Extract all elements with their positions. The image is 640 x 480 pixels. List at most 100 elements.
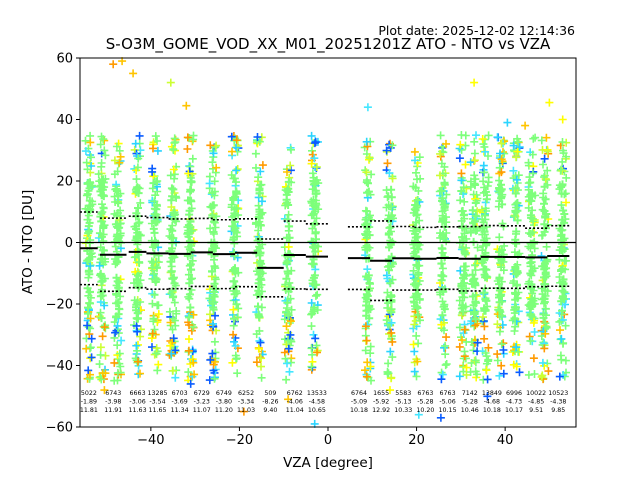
scatter-point-342	[133, 163, 142, 172]
scatter-point-1507	[438, 196, 446, 205]
scatter-point-1050	[312, 341, 321, 350]
scatter-point-700	[209, 319, 217, 328]
scatter-point-1414	[413, 304, 422, 312]
scatter-point-1896	[497, 311, 506, 320]
scatter-point-1631	[470, 171, 479, 180]
scatter-point-364	[135, 258, 144, 267]
scatter-point-2149	[541, 174, 550, 183]
scatter-point-656	[184, 221, 193, 230]
scatter-point-913	[254, 226, 263, 235]
scatter-point-1868	[493, 320, 502, 329]
scatter-point-1355	[410, 347, 419, 356]
scatter-point-2254	[558, 157, 567, 166]
scatter-point-539	[169, 146, 178, 154]
scatter-point-1460	[441, 361, 450, 370]
scatter-point-2012	[529, 354, 538, 363]
scatter-point-1800	[481, 187, 490, 196]
scatter-point-80	[84, 309, 92, 318]
bin-stat-std-3: 11.65	[148, 407, 166, 414]
scatter-point-393	[149, 172, 158, 181]
scatter-point-2051	[526, 336, 535, 345]
scatter-point-2282	[129, 69, 138, 78]
scatter-point-116	[95, 373, 104, 382]
scatter-point-1138	[310, 220, 319, 229]
scatter-point-259	[111, 328, 120, 337]
scatter-point-842	[229, 266, 238, 274]
scatter-point-2295	[483, 392, 492, 401]
scatter-point-899	[252, 163, 260, 172]
scatter-point-826	[228, 147, 236, 156]
scatter-point-1222	[364, 286, 373, 295]
scatter-point-2251	[555, 317, 564, 326]
scatter-point-1742	[483, 182, 492, 190]
scatter-point-164	[100, 323, 109, 332]
scatter-point-1589	[457, 169, 466, 178]
bin-stat-std-4: 11.34	[171, 407, 189, 414]
scatter-point-2042	[528, 189, 537, 198]
scatter-point-351	[131, 139, 140, 148]
scatter-point-340	[136, 198, 145, 207]
scatter-point-739	[209, 217, 218, 226]
scatter-point-1276	[387, 373, 396, 382]
scatter-point-2139	[544, 367, 553, 376]
scatter-point-1635	[466, 158, 475, 167]
scatter-point-1196	[361, 206, 370, 215]
bin-stat-mean-6: -3.80	[216, 399, 232, 406]
scatter-point-582	[188, 154, 197, 163]
scatter-point-1789	[479, 288, 488, 297]
scatter-point-1306	[386, 279, 395, 288]
scatter-point-793	[232, 166, 241, 175]
scatter-point-1856	[497, 139, 506, 148]
y-tick-label-2: −20	[46, 298, 73, 313]
scatter-point-796	[231, 351, 240, 360]
scatter-point-1966	[509, 360, 518, 369]
scatter-point-2291	[386, 386, 394, 395]
scatter-point-1244	[383, 367, 392, 376]
scatter-point-2218	[555, 255, 564, 264]
scatter-point-1761	[482, 223, 491, 231]
y-tick-label-5: 40	[56, 113, 73, 128]
scatter-point-223	[113, 321, 122, 330]
scatter-point-1392	[416, 316, 424, 325]
scatter-point-1279	[382, 146, 391, 155]
scatter-point-1083	[312, 163, 321, 171]
scatter-point-375	[134, 189, 143, 198]
scatter-point-941	[255, 313, 264, 322]
bin-stat-count-0: 5022	[81, 390, 97, 397]
scatter-point-49	[83, 321, 92, 330]
scatter-point-1067	[309, 330, 318, 339]
scatter-point-1526	[455, 372, 464, 381]
scatter-point-1607	[459, 307, 468, 316]
scatter-point-918	[256, 338, 265, 347]
scatter-point-327	[130, 164, 139, 173]
bin-stat-std-13: 10.33	[394, 407, 412, 414]
scatter-point-644	[185, 279, 194, 288]
scatter-point-2154	[540, 344, 549, 353]
scatter-point-555	[167, 267, 176, 276]
scatter-point-653	[187, 265, 196, 274]
scatter-point-1416	[412, 260, 421, 269]
scatter-point-1298	[388, 141, 397, 150]
scatter-point-732	[208, 349, 217, 358]
scatter-point-893	[257, 362, 265, 371]
scatter-point-1899	[497, 194, 506, 203]
scatter-point-1203	[363, 243, 372, 252]
scatter-point-1794	[481, 211, 489, 220]
scatter-point-92	[84, 186, 93, 195]
scatter-point-181	[97, 314, 106, 323]
scatter-point-53	[86, 343, 95, 352]
scatter-point-756	[210, 279, 219, 288]
plot-date-label: Plot date: 2025-12-02 12:14:36	[378, 23, 575, 38]
scatter-point-1583	[461, 131, 470, 140]
scatter-point-915	[252, 358, 261, 367]
scatter-point-140	[98, 200, 106, 209]
scatter-point-1029	[283, 309, 292, 318]
scatter-point-474	[149, 224, 158, 233]
scatter-point-1391	[410, 367, 419, 376]
scatter-point-1778	[480, 322, 489, 331]
scatter-point-1278	[388, 353, 397, 362]
scatter-point-1728	[484, 343, 493, 352]
scatter-point-1065	[312, 214, 321, 223]
scatter-point-659	[187, 186, 195, 195]
scatter-point-1381	[413, 357, 422, 366]
